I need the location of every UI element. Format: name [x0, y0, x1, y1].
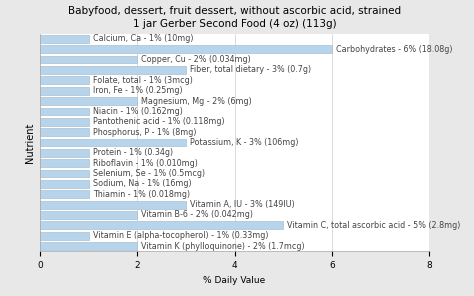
Text: Iron, Fe - 1% (0.25mg): Iron, Fe - 1% (0.25mg) [92, 86, 182, 95]
Text: Vitamin C, total ascorbic acid - 5% (2.8mg): Vitamin C, total ascorbic acid - 5% (2.8… [287, 221, 461, 230]
Bar [40, 149, 89, 157]
Text: Potassium, K - 3% (106mg): Potassium, K - 3% (106mg) [190, 138, 298, 147]
Text: Vitamin A, IU - 3% (149IU): Vitamin A, IU - 3% (149IU) [190, 200, 295, 209]
Text: Magnesium, Mg - 2% (6mg): Magnesium, Mg - 2% (6mg) [141, 96, 252, 106]
Bar [40, 221, 283, 229]
Bar [40, 66, 186, 74]
Text: Fiber, total dietary - 3% (0.7g): Fiber, total dietary - 3% (0.7g) [190, 65, 311, 75]
Bar [40, 87, 89, 94]
Text: Thiamin - 1% (0.018mg): Thiamin - 1% (0.018mg) [92, 190, 190, 199]
Bar [40, 45, 332, 53]
Text: Protein - 1% (0.34g): Protein - 1% (0.34g) [92, 148, 173, 157]
Text: Copper, Cu - 2% (0.034mg): Copper, Cu - 2% (0.034mg) [141, 55, 251, 64]
Bar [40, 190, 89, 198]
Bar [40, 35, 89, 43]
Y-axis label: Nutrient: Nutrient [25, 122, 35, 163]
Bar [40, 211, 137, 219]
Bar [40, 97, 137, 105]
Text: Pantothenic acid - 1% (0.118mg): Pantothenic acid - 1% (0.118mg) [92, 117, 224, 126]
X-axis label: % Daily Value: % Daily Value [203, 276, 266, 284]
Text: Calcium, Ca - 1% (10mg): Calcium, Ca - 1% (10mg) [92, 34, 193, 44]
Bar [40, 107, 89, 115]
Title: Babyfood, dessert, fruit dessert, without ascorbic acid, strained
1 jar Gerber S: Babyfood, dessert, fruit dessert, withou… [68, 6, 401, 29]
Bar [40, 159, 89, 167]
Text: Phosphorus, P - 1% (8mg): Phosphorus, P - 1% (8mg) [92, 128, 196, 137]
Bar [40, 76, 89, 84]
Text: Sodium, Na - 1% (16mg): Sodium, Na - 1% (16mg) [92, 179, 191, 189]
Bar [40, 201, 186, 208]
Text: Carbohydrates - 6% (18.08g): Carbohydrates - 6% (18.08g) [336, 45, 452, 54]
Bar [40, 242, 137, 250]
Bar [40, 170, 89, 177]
Bar [40, 180, 89, 188]
Text: Vitamin E (alpha-tocopherol) - 1% (0.33mg): Vitamin E (alpha-tocopherol) - 1% (0.33m… [92, 231, 268, 240]
Bar [40, 118, 89, 126]
Text: Vitamin K (phylloquinone) - 2% (1.7mcg): Vitamin K (phylloquinone) - 2% (1.7mcg) [141, 242, 305, 251]
Text: Selenium, Se - 1% (0.5mcg): Selenium, Se - 1% (0.5mcg) [92, 169, 205, 178]
Bar [40, 232, 89, 239]
Text: Folate, total - 1% (3mcg): Folate, total - 1% (3mcg) [92, 76, 192, 85]
Bar [40, 56, 137, 63]
Text: Riboflavin - 1% (0.010mg): Riboflavin - 1% (0.010mg) [92, 159, 198, 168]
Bar [40, 128, 89, 136]
Text: Niacin - 1% (0.162mg): Niacin - 1% (0.162mg) [92, 107, 182, 116]
Bar [40, 139, 186, 146]
Text: Vitamin B-6 - 2% (0.042mg): Vitamin B-6 - 2% (0.042mg) [141, 210, 253, 220]
